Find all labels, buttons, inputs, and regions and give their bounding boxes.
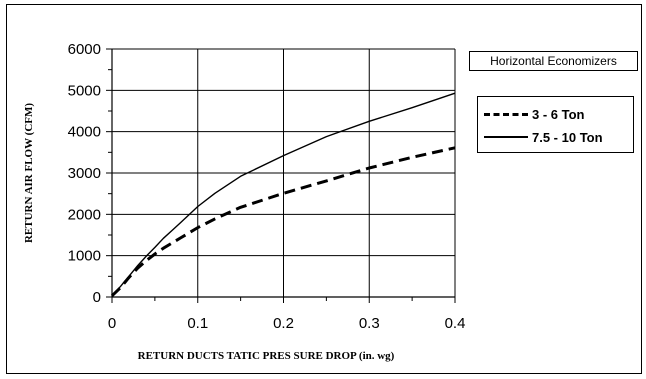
y-tick-label: 6000 [68, 41, 101, 58]
legend-entry-7-5-10-ton: 7.5 - 10 Ton [484, 127, 603, 147]
axis-layer [106, 48, 456, 303]
x-axis-title: RETURN DUCTS TATIC PRES SURE DROP (in. w… [138, 350, 395, 362]
y-tick-label: 4000 [68, 124, 101, 141]
x-tick-label: 0.2 [273, 315, 294, 332]
series-line-7-5-10-ton [111, 92, 456, 297]
tick-label-layer: 0 1000 2000 3000 4000 5000 6000 0 0.1 0.2 0.3 0.4 [68, 41, 466, 332]
legend-swatch-solid [484, 136, 528, 138]
series-layer [110, 92, 456, 297]
y-tick-label: 5000 [68, 82, 101, 99]
y-tick-label: 1000 [68, 248, 101, 265]
y-tick-label: 2000 [68, 206, 101, 223]
y-tick-label: 0 [93, 289, 101, 306]
x-tick-label: 0.3 [359, 315, 380, 332]
y-tick-label: 3000 [68, 165, 101, 182]
legend-swatch-dashed [484, 112, 528, 116]
grid-layer [112, 48, 456, 297]
legend-entry-3-6-ton: 3 - 6 Ton [484, 104, 584, 124]
legend-label: 7.5 - 10 Ton [532, 129, 603, 145]
x-tick-label: 0 [108, 315, 116, 332]
x-tick-label: 0.4 [445, 315, 466, 332]
legend-title: Horizontal Economizers [469, 51, 638, 71]
y-axis-title: RETURN AIR FLOW (CFM) [23, 103, 35, 243]
legend-label: 3 - 6 Ton [532, 106, 585, 122]
legend: 3 - 6 Ton 7.5 - 10 Ton [477, 96, 634, 153]
x-tick-label: 0.1 [187, 315, 208, 332]
